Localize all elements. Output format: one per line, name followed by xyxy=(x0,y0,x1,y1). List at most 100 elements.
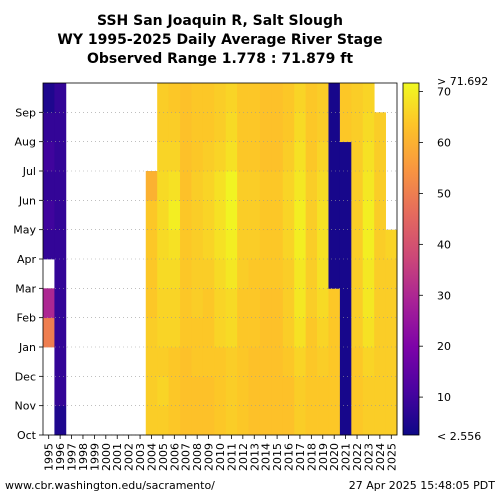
heatmap-cell xyxy=(294,171,307,201)
heatmap-cell xyxy=(54,259,67,289)
colorbar-tick-label: 60 xyxy=(437,137,451,150)
heatmap-cell xyxy=(339,347,352,377)
heatmap-cell xyxy=(271,347,284,377)
heatmap-cell xyxy=(248,83,261,113)
heatmap-cell xyxy=(168,112,181,143)
x-tick-label: 2009 xyxy=(203,443,216,471)
heatmap-cell xyxy=(225,376,238,407)
heatmap-cell xyxy=(248,347,261,377)
heatmap-cell xyxy=(248,229,261,260)
heatmap-cell xyxy=(191,229,204,260)
heatmap-cell xyxy=(237,405,249,436)
heatmap-cell xyxy=(214,288,227,319)
heatmap-cell xyxy=(339,317,352,348)
heatmap-cell xyxy=(339,259,352,289)
heatmap-cell xyxy=(202,288,215,319)
heatmap-cell xyxy=(259,112,272,143)
heatmap-cell xyxy=(282,376,295,407)
heatmap-cell xyxy=(374,317,386,348)
heatmap-cell xyxy=(157,229,170,260)
heatmap-cell xyxy=(259,229,272,260)
heatmap-cell xyxy=(271,171,284,201)
heatmap-cell xyxy=(157,200,170,231)
heatmap-cell xyxy=(305,259,318,289)
heatmap-cell xyxy=(191,200,204,231)
heatmap-cell xyxy=(202,200,215,231)
heatmap-cell xyxy=(191,141,204,172)
heatmap-cell xyxy=(339,141,352,172)
heatmap-cell xyxy=(294,405,307,436)
heatmap-cell xyxy=(339,83,352,113)
heatmap-cell xyxy=(385,229,398,260)
heatmap-cell xyxy=(43,83,55,113)
heatmap-cell xyxy=(328,317,341,348)
heatmap-cell xyxy=(225,347,238,377)
heatmap-cell xyxy=(225,141,238,172)
heatmap-cell xyxy=(54,347,67,377)
heatmap-cell xyxy=(54,112,67,143)
y-tick-label: Dec xyxy=(15,370,36,383)
heatmap-cell xyxy=(317,141,329,172)
heatmap-cell xyxy=(191,405,204,436)
x-tick-label: 2019 xyxy=(317,443,330,471)
heatmap-cell xyxy=(282,112,295,143)
heatmap-cell xyxy=(259,141,272,172)
heatmap-cell xyxy=(214,83,227,113)
heatmap-cell xyxy=(317,317,329,348)
heatmap-cell xyxy=(374,405,386,436)
colorbar-min-label: < 2.556 xyxy=(437,430,481,443)
heatmap-cell xyxy=(362,288,375,319)
heatmap-cell xyxy=(191,376,204,407)
colorbar-tick-label: 70 xyxy=(437,86,451,99)
heatmap-cell xyxy=(168,317,181,348)
heatmap-cell xyxy=(271,112,284,143)
heatmap-cell xyxy=(248,317,261,348)
heatmap-cell xyxy=(362,112,375,143)
heatmap-cell xyxy=(237,141,249,172)
heatmap-cell xyxy=(282,288,295,319)
heatmap-cell xyxy=(237,376,249,407)
heatmap-cell xyxy=(145,200,158,231)
heatmap-cell xyxy=(294,259,307,289)
heatmap-cell xyxy=(282,259,295,289)
heatmap-cell xyxy=(328,200,341,231)
heatmap-cell xyxy=(351,171,364,201)
heatmap-cell xyxy=(339,288,352,319)
heatmap-cell xyxy=(157,171,170,201)
heatmap-cell xyxy=(43,200,55,231)
heatmap-cell xyxy=(237,288,249,319)
heatmap-cell xyxy=(259,288,272,319)
heatmap-cell xyxy=(271,405,284,436)
x-tick-label: 2021 xyxy=(340,443,353,471)
x-tick-label: 1997 xyxy=(66,443,79,471)
x-tick-label: 2018 xyxy=(305,443,318,471)
heatmap-cell xyxy=(214,405,227,436)
x-tick-label: 1998 xyxy=(77,443,90,471)
heatmap-cell xyxy=(385,259,398,289)
heatmap-cell xyxy=(259,259,272,289)
y-tick-label: May xyxy=(13,224,36,237)
heatmap-cell xyxy=(282,405,295,436)
heatmap-cell xyxy=(362,405,375,436)
heatmap-cell xyxy=(374,171,386,201)
heatmap-cell xyxy=(54,171,67,201)
heatmap-cell xyxy=(328,171,341,201)
source-url[interactable]: www.cbr.washington.edu/sacramento/ xyxy=(5,479,215,492)
heatmap-cell xyxy=(351,200,364,231)
heatmap-cell xyxy=(385,317,398,348)
heatmap-cell xyxy=(191,259,204,289)
heatmap-cell xyxy=(282,171,295,201)
heatmap-cell xyxy=(168,259,181,289)
heatmap-cell xyxy=(385,405,398,436)
heatmap-cell xyxy=(54,141,67,172)
heatmap-cell xyxy=(157,83,170,113)
heatmap-cell xyxy=(43,171,55,201)
heatmap-cell xyxy=(351,376,364,407)
heatmap-cell xyxy=(385,288,398,319)
heatmap-cell xyxy=(339,376,352,407)
heatmap-cell xyxy=(271,259,284,289)
heatmap-cell xyxy=(362,83,375,113)
heatmap-cell xyxy=(305,317,318,348)
heatmap-cell xyxy=(191,112,204,143)
